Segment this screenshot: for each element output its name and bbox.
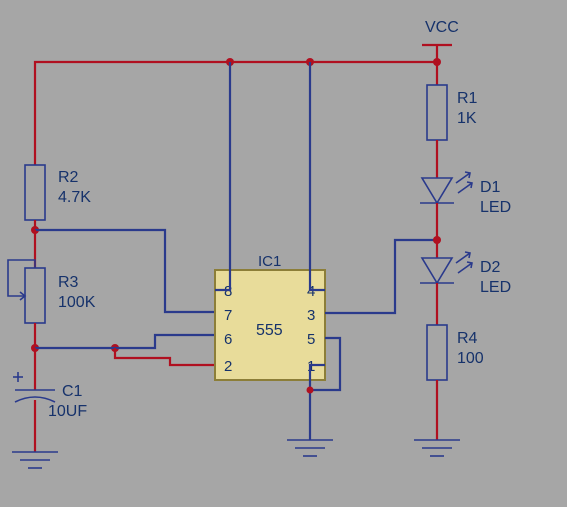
r4-val: 100 [457, 350, 484, 367]
svg-text:7: 7 [224, 307, 232, 324]
ic-555: IC1 555 8 7 6 2 4 3 5 1 [215, 253, 325, 380]
r3-ref: R3 [58, 274, 79, 291]
r1-val: 1K [457, 110, 477, 127]
c1-ref: C1 [62, 383, 83, 400]
r3-val: 100K [58, 294, 96, 311]
vcc-label: VCC [425, 19, 459, 36]
schematic-svg: VCC R2 4.7K R3 100K [0, 0, 567, 507]
ic-ref: IC1 [258, 253, 281, 270]
r4-ref: R4 [457, 330, 478, 347]
d2-ref: D2 [480, 259, 501, 276]
svg-text:4: 4 [307, 283, 315, 300]
svg-text:3: 3 [307, 307, 315, 324]
svg-text:5: 5 [307, 331, 315, 348]
background [0, 0, 567, 507]
svg-text:2: 2 [224, 358, 232, 375]
d1-val: LED [480, 199, 511, 216]
c1-val: 10UF [48, 403, 87, 420]
d2-val: LED [480, 279, 511, 296]
r2-val: 4.7K [58, 189, 91, 206]
r1-ref: R1 [457, 90, 478, 107]
svg-text:1: 1 [307, 358, 315, 375]
r2-ref: R2 [58, 169, 79, 186]
svg-text:6: 6 [224, 331, 232, 348]
ic-part: 555 [256, 322, 283, 339]
d1-ref: D1 [480, 179, 501, 196]
